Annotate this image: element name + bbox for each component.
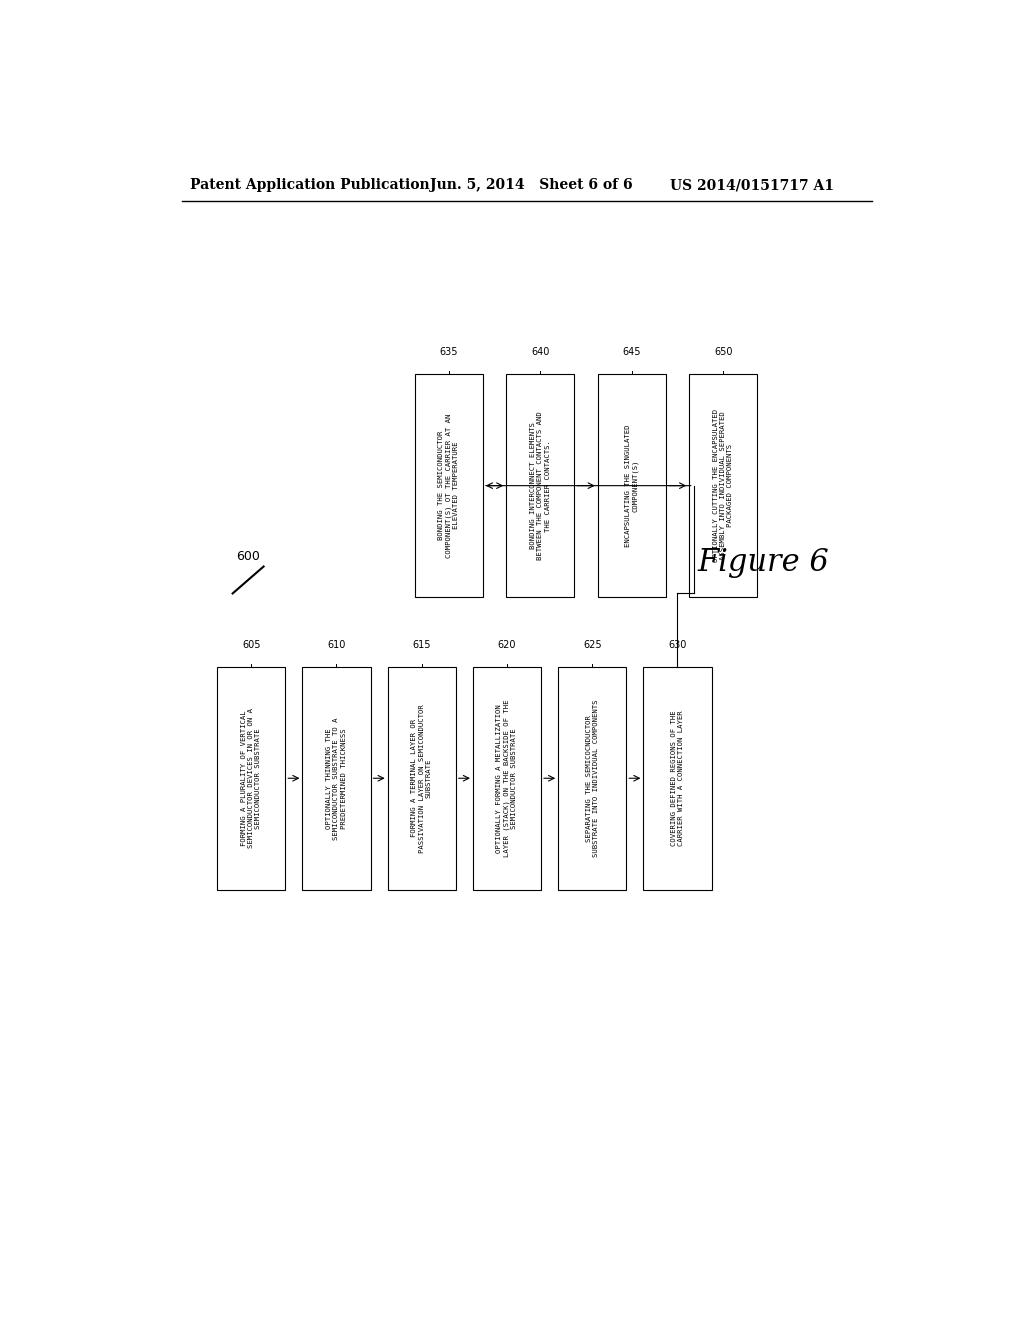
- Bar: [506, 374, 574, 598]
- Bar: [558, 667, 627, 890]
- Bar: [388, 667, 456, 890]
- Text: 605: 605: [242, 640, 260, 649]
- Text: 625: 625: [583, 640, 601, 649]
- Bar: [302, 667, 371, 890]
- Text: 640: 640: [531, 347, 550, 358]
- Text: 620: 620: [498, 640, 516, 649]
- Text: Jun. 5, 2014   Sheet 6 of 6: Jun. 5, 2014 Sheet 6 of 6: [430, 178, 633, 193]
- Text: OPTIONALLY CUTTING THE ENCAPSULATED
ASSEMBLY INTO INDIVIDUAL SEPERATED
PACKAGED : OPTIONALLY CUTTING THE ENCAPSULATED ASSE…: [713, 409, 733, 562]
- Bar: [689, 374, 758, 598]
- Text: SEPARATING THE SEMICOCNDUCTOR
SUBSTRATE INTO INDIVIDUAL COMPONENTS: SEPARATING THE SEMICOCNDUCTOR SUBSTRATE …: [586, 700, 599, 857]
- Bar: [643, 667, 712, 890]
- Bar: [217, 667, 286, 890]
- Text: 645: 645: [623, 347, 641, 358]
- Text: 635: 635: [439, 347, 458, 358]
- Bar: [598, 374, 666, 598]
- Text: COVERING DEFINED REGIONS OF THE
CARRIER WITH A CONNECTION LAYER: COVERING DEFINED REGIONS OF THE CARRIER …: [671, 710, 684, 846]
- Text: BONDING INTERCONNECT ELEMENTS
BETWEEN THE COMPONENT CONTACTS AND
THE CARRIER CON: BONDING INTERCONNECT ELEMENTS BETWEEN TH…: [530, 412, 551, 560]
- Text: US 2014/0151717 A1: US 2014/0151717 A1: [671, 178, 835, 193]
- Bar: [473, 667, 541, 890]
- Text: Patent Application Publication: Patent Application Publication: [190, 178, 430, 193]
- Text: BONDING THE SEMICONDUCTOR
COMPONENT(S) OT THE CARRIER AT AN
ELEVATED TEMPERATURE: BONDING THE SEMICONDUCTOR COMPONENT(S) O…: [438, 413, 460, 558]
- Text: 600: 600: [237, 549, 260, 562]
- Text: 615: 615: [413, 640, 431, 649]
- Text: 650: 650: [714, 347, 732, 358]
- Text: 630: 630: [669, 640, 687, 649]
- Text: OPTIONALLY THINNING THE
SEMICONDUCTOR SUBSTRATE TO A
PREDETERMINED THICKNESS: OPTIONALLY THINNING THE SEMICONDUCTOR SU…: [327, 717, 347, 840]
- Text: OPTIONALLY FORMING A METALLIZATION
LAYER (STACK) ON THE BACKSIDE OF THE
SEMICOND: OPTIONALLY FORMING A METALLIZATION LAYER…: [497, 700, 517, 857]
- Bar: [415, 374, 483, 598]
- Text: Figure 6: Figure 6: [697, 548, 829, 578]
- Text: FORMING A TERMINAL LAYER OR
PASSIVATION LAYER ON SEMICONDUCTOR
SUBSTRATE: FORMING A TERMINAL LAYER OR PASSIVATION …: [412, 704, 432, 853]
- Text: 610: 610: [328, 640, 346, 649]
- Text: FORMING A PLURALITY OF VERTICAL
SEMICONDUCTOR DEVICES IN OR ON A
SEMICONDUCTOR S: FORMING A PLURALITY OF VERTICAL SEMICOND…: [241, 709, 261, 849]
- Text: ENCAPSULATING THE SINGULATED
COMPONENT(S): ENCAPSULATING THE SINGULATED COMPONENT(S…: [625, 425, 639, 546]
